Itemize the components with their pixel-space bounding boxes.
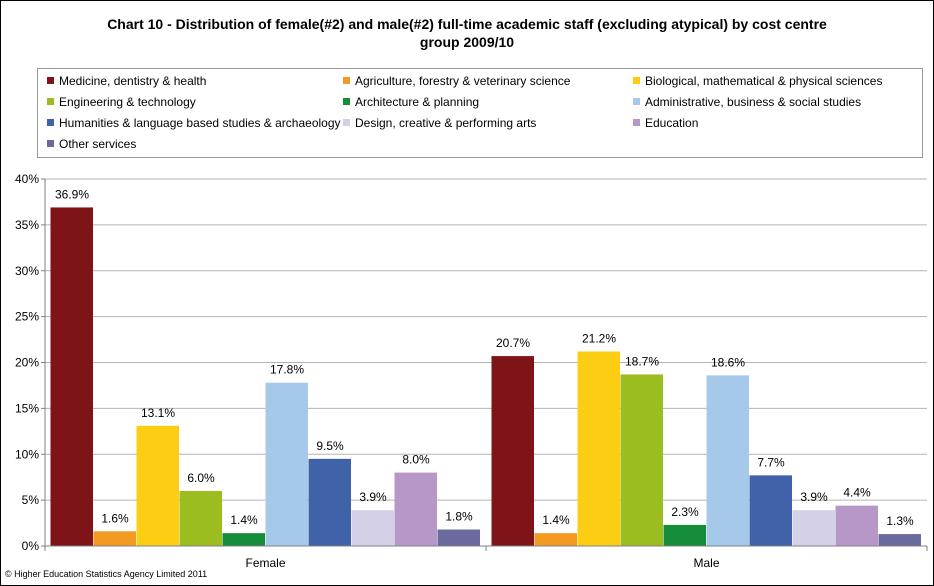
data-label: 7.7%: [757, 455, 785, 469]
legend-item-2: Agriculture, forestry & veterinary scien…: [343, 74, 570, 88]
data-label: 1.3%: [886, 514, 914, 528]
legend-swatch: [343, 77, 350, 84]
y-tick-label: 20%: [15, 356, 39, 370]
bar: [265, 382, 308, 546]
legend-swatch: [47, 119, 54, 126]
bar: [308, 458, 351, 546]
data-label: 4.4%: [843, 486, 871, 500]
bar: [93, 531, 136, 546]
data-label: 1.8%: [445, 509, 473, 523]
chart-title: Chart 10 - Distribution of female(#2) an…: [61, 15, 873, 51]
bar: [749, 475, 792, 546]
data-label: 6.0%: [187, 471, 215, 485]
y-tick-label: 30%: [15, 264, 39, 278]
legend-item-6: Administrative, business & social studie…: [633, 95, 861, 109]
legend-item-1: Medicine, dentistry & health: [47, 74, 206, 88]
x-tick-label: Female: [245, 556, 285, 570]
bar: [792, 510, 835, 546]
data-label: 17.8%: [270, 363, 304, 377]
legend-item-9: Education: [633, 116, 698, 130]
legend-swatch: [47, 77, 54, 84]
legend-swatch: [633, 119, 640, 126]
y-tick-label: 35%: [15, 218, 39, 232]
legend-label: Biological, mathematical & physical scie…: [645, 74, 883, 88]
bar: [394, 472, 437, 546]
y-tick-label: 10%: [15, 447, 39, 461]
legend-swatch: [343, 98, 350, 105]
bar: [437, 529, 480, 546]
legend-item-7: Humanities & language based studies & ar…: [47, 116, 341, 130]
legend-item-4: Engineering & technology: [47, 95, 196, 109]
copyright-notice: © Higher Education Statistics Agency Lim…: [5, 569, 208, 579]
bar: [620, 374, 663, 546]
data-label: 2.3%: [671, 505, 699, 519]
legend-swatch: [47, 140, 54, 147]
legend-swatch: [633, 77, 640, 84]
data-label: 13.1%: [141, 406, 175, 420]
legend-label: Medicine, dentistry & health: [59, 74, 207, 88]
chart-title-line-1: Chart 10 - Distribution of female(#2) an…: [107, 16, 827, 32]
legend-label: Other services: [59, 137, 137, 151]
legend-label: Agriculture, forestry & veterinary scien…: [355, 74, 571, 88]
bar: [50, 207, 93, 546]
data-label: 21.2%: [582, 331, 616, 345]
data-label: 1.4%: [230, 513, 258, 527]
data-label: 18.6%: [711, 355, 745, 369]
data-label: 3.9%: [359, 490, 387, 504]
bar: [136, 425, 179, 546]
legend-swatch: [343, 119, 350, 126]
bar: [835, 505, 878, 546]
y-tick-label: 5%: [22, 493, 40, 507]
bar: [351, 510, 394, 546]
y-tick-label: 0%: [22, 539, 40, 553]
legend-item-5: Architecture & planning: [343, 95, 479, 109]
chart-legend: Medicine, dentistry & health Agriculture,…: [37, 68, 923, 158]
x-tick-label: Male: [693, 556, 719, 570]
y-tick-label: 40%: [15, 172, 39, 186]
legend-item-8: Design, creative & performing arts: [343, 116, 536, 130]
bar: [179, 490, 222, 546]
bar: [577, 351, 620, 546]
y-tick-label: 15%: [15, 401, 39, 415]
bar: [663, 524, 706, 546]
bar: [878, 534, 921, 546]
legend-swatch: [633, 98, 640, 105]
data-label: 9.5%: [316, 439, 344, 453]
bar: [222, 533, 265, 546]
y-tick-label: 25%: [15, 310, 39, 324]
legend-label: Administrative, business & social studie…: [645, 95, 862, 109]
data-label: 1.4%: [542, 513, 570, 527]
bar: [706, 375, 749, 546]
bar: [534, 533, 577, 546]
data-label: 36.9%: [55, 187, 89, 201]
legend-label: Architecture & planning: [355, 95, 480, 109]
legend-item-3: Biological, mathematical & physical scie…: [633, 74, 882, 88]
data-label: 3.9%: [800, 490, 828, 504]
chart-title-line-2: group 2009/10: [419, 34, 515, 50]
legend-label: Humanities & language based studies & ar…: [59, 116, 341, 130]
data-label: 1.6%: [101, 511, 129, 525]
legend-label: Engineering & technology: [59, 95, 196, 109]
data-label: 8.0%: [402, 453, 430, 467]
bar: [491, 356, 534, 546]
data-label: 18.7%: [625, 354, 659, 368]
legend-item-10: Other services: [47, 137, 136, 151]
data-label: 20.7%: [496, 336, 530, 350]
legend-label: Education: [645, 116, 699, 130]
legend-label: Design, creative & performing arts: [355, 116, 537, 130]
legend-swatch: [47, 98, 54, 105]
